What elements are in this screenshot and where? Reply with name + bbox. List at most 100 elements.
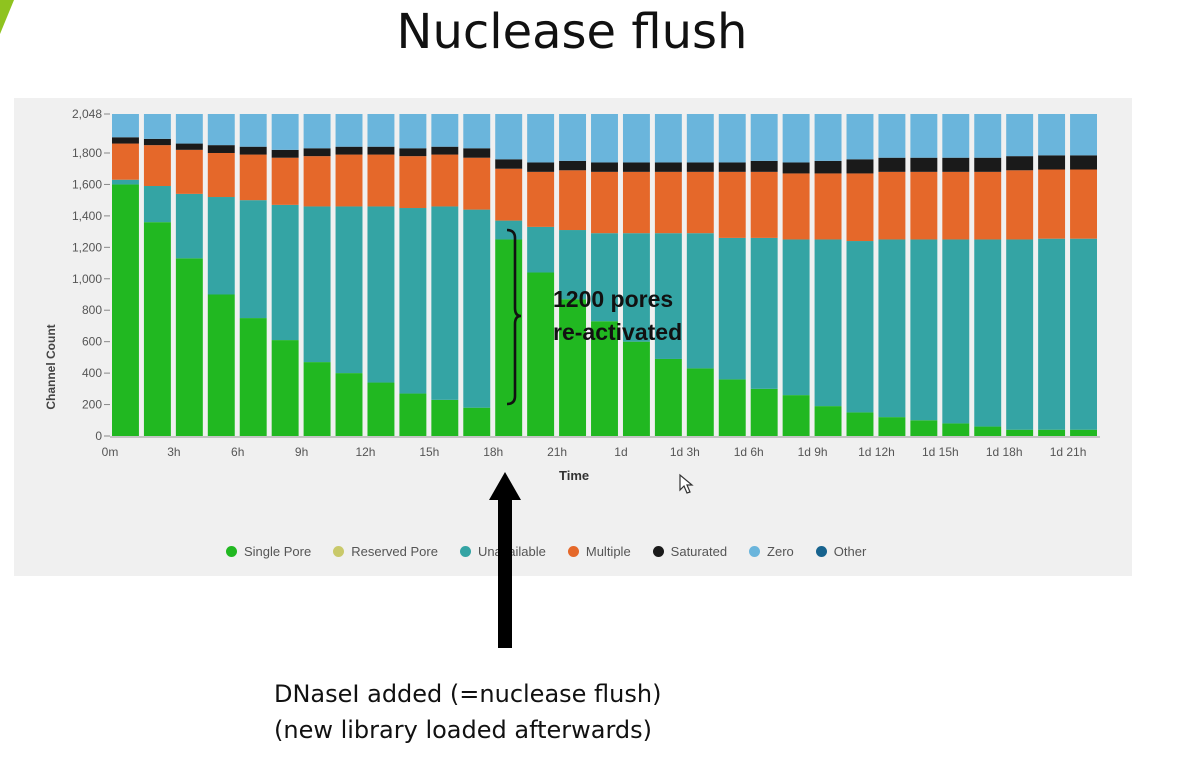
y-tick-label: 1,200 (72, 240, 102, 254)
bar-segment-multiple (814, 173, 842, 240)
annotation-line-2: re-activated (553, 319, 683, 345)
bar-segment-multiple (942, 171, 970, 240)
bar-segment-saturated (1006, 156, 1034, 171)
bar-segment-unavailable (622, 233, 650, 342)
bar-segment-unavailable (175, 193, 203, 259)
bar-segment-unavailable (431, 206, 459, 400)
legend-item[interactable]: Zero (749, 544, 794, 559)
bar-segment-multiple (399, 156, 427, 209)
bar-segment-single-pore (718, 379, 746, 436)
bar-segment-saturated (143, 138, 171, 146)
bar-segment-zero (399, 114, 427, 149)
y-tick-label: 0 (95, 429, 102, 443)
bar-segment-single-pore (622, 341, 650, 436)
bar-segment-multiple (527, 171, 555, 227)
y-tick-label: 1,000 (72, 272, 102, 286)
legend-item[interactable]: Multiple (567, 544, 631, 559)
bar-segment-saturated (750, 160, 778, 172)
bar-segment-single-pore (527, 272, 555, 436)
bar-segment-multiple (782, 173, 810, 240)
bar-segment-single-pore (974, 426, 1002, 436)
caption: DNaseI added (=nuclease flush) (new libr… (274, 676, 661, 748)
caption-line-2: (new library loaded afterwards) (274, 716, 653, 744)
bar-segment-unavailable (559, 230, 587, 300)
bar-segment-saturated (367, 146, 395, 155)
legend-label: Single Pore (244, 544, 312, 559)
bar-segment-unavailable (782, 239, 810, 396)
bar-segment-single-pore (303, 362, 331, 436)
bar-segment-single-pore (463, 407, 491, 436)
y-axis-label: Channel Count (44, 324, 58, 410)
bar-segment-single-pore (271, 340, 299, 436)
mouse-cursor-icon (679, 473, 694, 494)
bar-segment-multiple (686, 171, 714, 234)
bar-segment-single-pore (686, 368, 714, 436)
bar-segment-unavailable (718, 237, 746, 380)
bar-segment-saturated (431, 146, 459, 155)
x-tick-label: 6h (231, 445, 244, 459)
reactivation-annotation: 1200 pores re-activated (553, 283, 682, 349)
bar-segment-saturated (207, 145, 235, 153)
bar-segment-multiple (622, 171, 650, 234)
bar-segment-saturated (846, 159, 874, 174)
bar-segment-single-pore (431, 399, 459, 436)
legend-swatch (652, 546, 664, 557)
bar-segment-single-pore (1038, 429, 1066, 436)
x-tick-label: 3h (167, 445, 180, 459)
caption-line-1: DNaseI added (=nuclease flush) (274, 680, 662, 708)
bar-segment-multiple (750, 171, 778, 238)
bar-segment-unavailable (1006, 239, 1034, 430)
bar-segment-zero (303, 114, 331, 149)
bar-segment-unavailable (399, 208, 427, 394)
x-tick-label: 1d 3h (670, 445, 700, 459)
bar-segment-saturated (112, 137, 139, 144)
bar-segment-multiple (1038, 169, 1066, 239)
bar-segment-zero (271, 114, 299, 150)
bar-segment-zero (112, 114, 139, 138)
legend-item[interactable]: Saturated (652, 544, 727, 559)
bar-segment-unavailable (974, 239, 1002, 427)
legend-swatch (333, 546, 345, 557)
x-tick-label: 12h (355, 445, 375, 459)
bar-segment-zero (239, 114, 267, 147)
bar-segment-zero (1038, 114, 1066, 156)
y-tick-label: 1,400 (72, 209, 102, 223)
bar-segment-unavailable (207, 197, 235, 295)
up-arrow-icon (489, 472, 521, 648)
x-tick-label: 9h (295, 445, 308, 459)
bar-segment-zero (1006, 114, 1034, 157)
bar-segment-saturated (622, 162, 650, 172)
bar-segment-multiple (271, 157, 299, 205)
legend-item[interactable]: Reserved Pore (333, 544, 438, 559)
bar-segment-multiple (335, 154, 363, 207)
bar-segment-saturated (239, 146, 267, 155)
bar-segment-zero (367, 114, 395, 147)
bar-segment-zero (1070, 114, 1097, 156)
bar-segment-saturated (878, 157, 906, 172)
bar-segment-multiple (718, 171, 746, 238)
bar-segment-saturated (303, 148, 331, 157)
legend-label: Zero (767, 544, 794, 559)
bar-segment-multiple (654, 171, 682, 234)
legend-label: Other (833, 544, 867, 559)
legend-item[interactable]: Other (815, 544, 867, 559)
bar-segment-saturated (782, 162, 810, 174)
bar-segment-zero (942, 114, 970, 158)
bar-segment-zero (814, 114, 842, 161)
bar-segment-saturated (463, 148, 491, 158)
bar-segment-zero (718, 114, 746, 163)
bar-segment-single-pore (942, 423, 970, 436)
bar-segment-multiple (591, 171, 618, 234)
bar-segment-zero (527, 114, 555, 163)
x-tick-label: 1d 18h (986, 445, 1023, 459)
right-brace-icon (506, 228, 522, 406)
legend-item[interactable]: Single Pore (226, 544, 311, 559)
bar-segment-multiple (463, 157, 491, 210)
bar-segment-saturated (910, 157, 938, 172)
x-tick-label: 1d 12h (858, 445, 895, 459)
bar-segment-unavailable (591, 233, 618, 322)
bar-segment-saturated (399, 148, 427, 157)
bar-segment-zero (750, 114, 778, 161)
legend-swatch (459, 546, 471, 557)
bar-segment-single-pore (239, 318, 267, 436)
